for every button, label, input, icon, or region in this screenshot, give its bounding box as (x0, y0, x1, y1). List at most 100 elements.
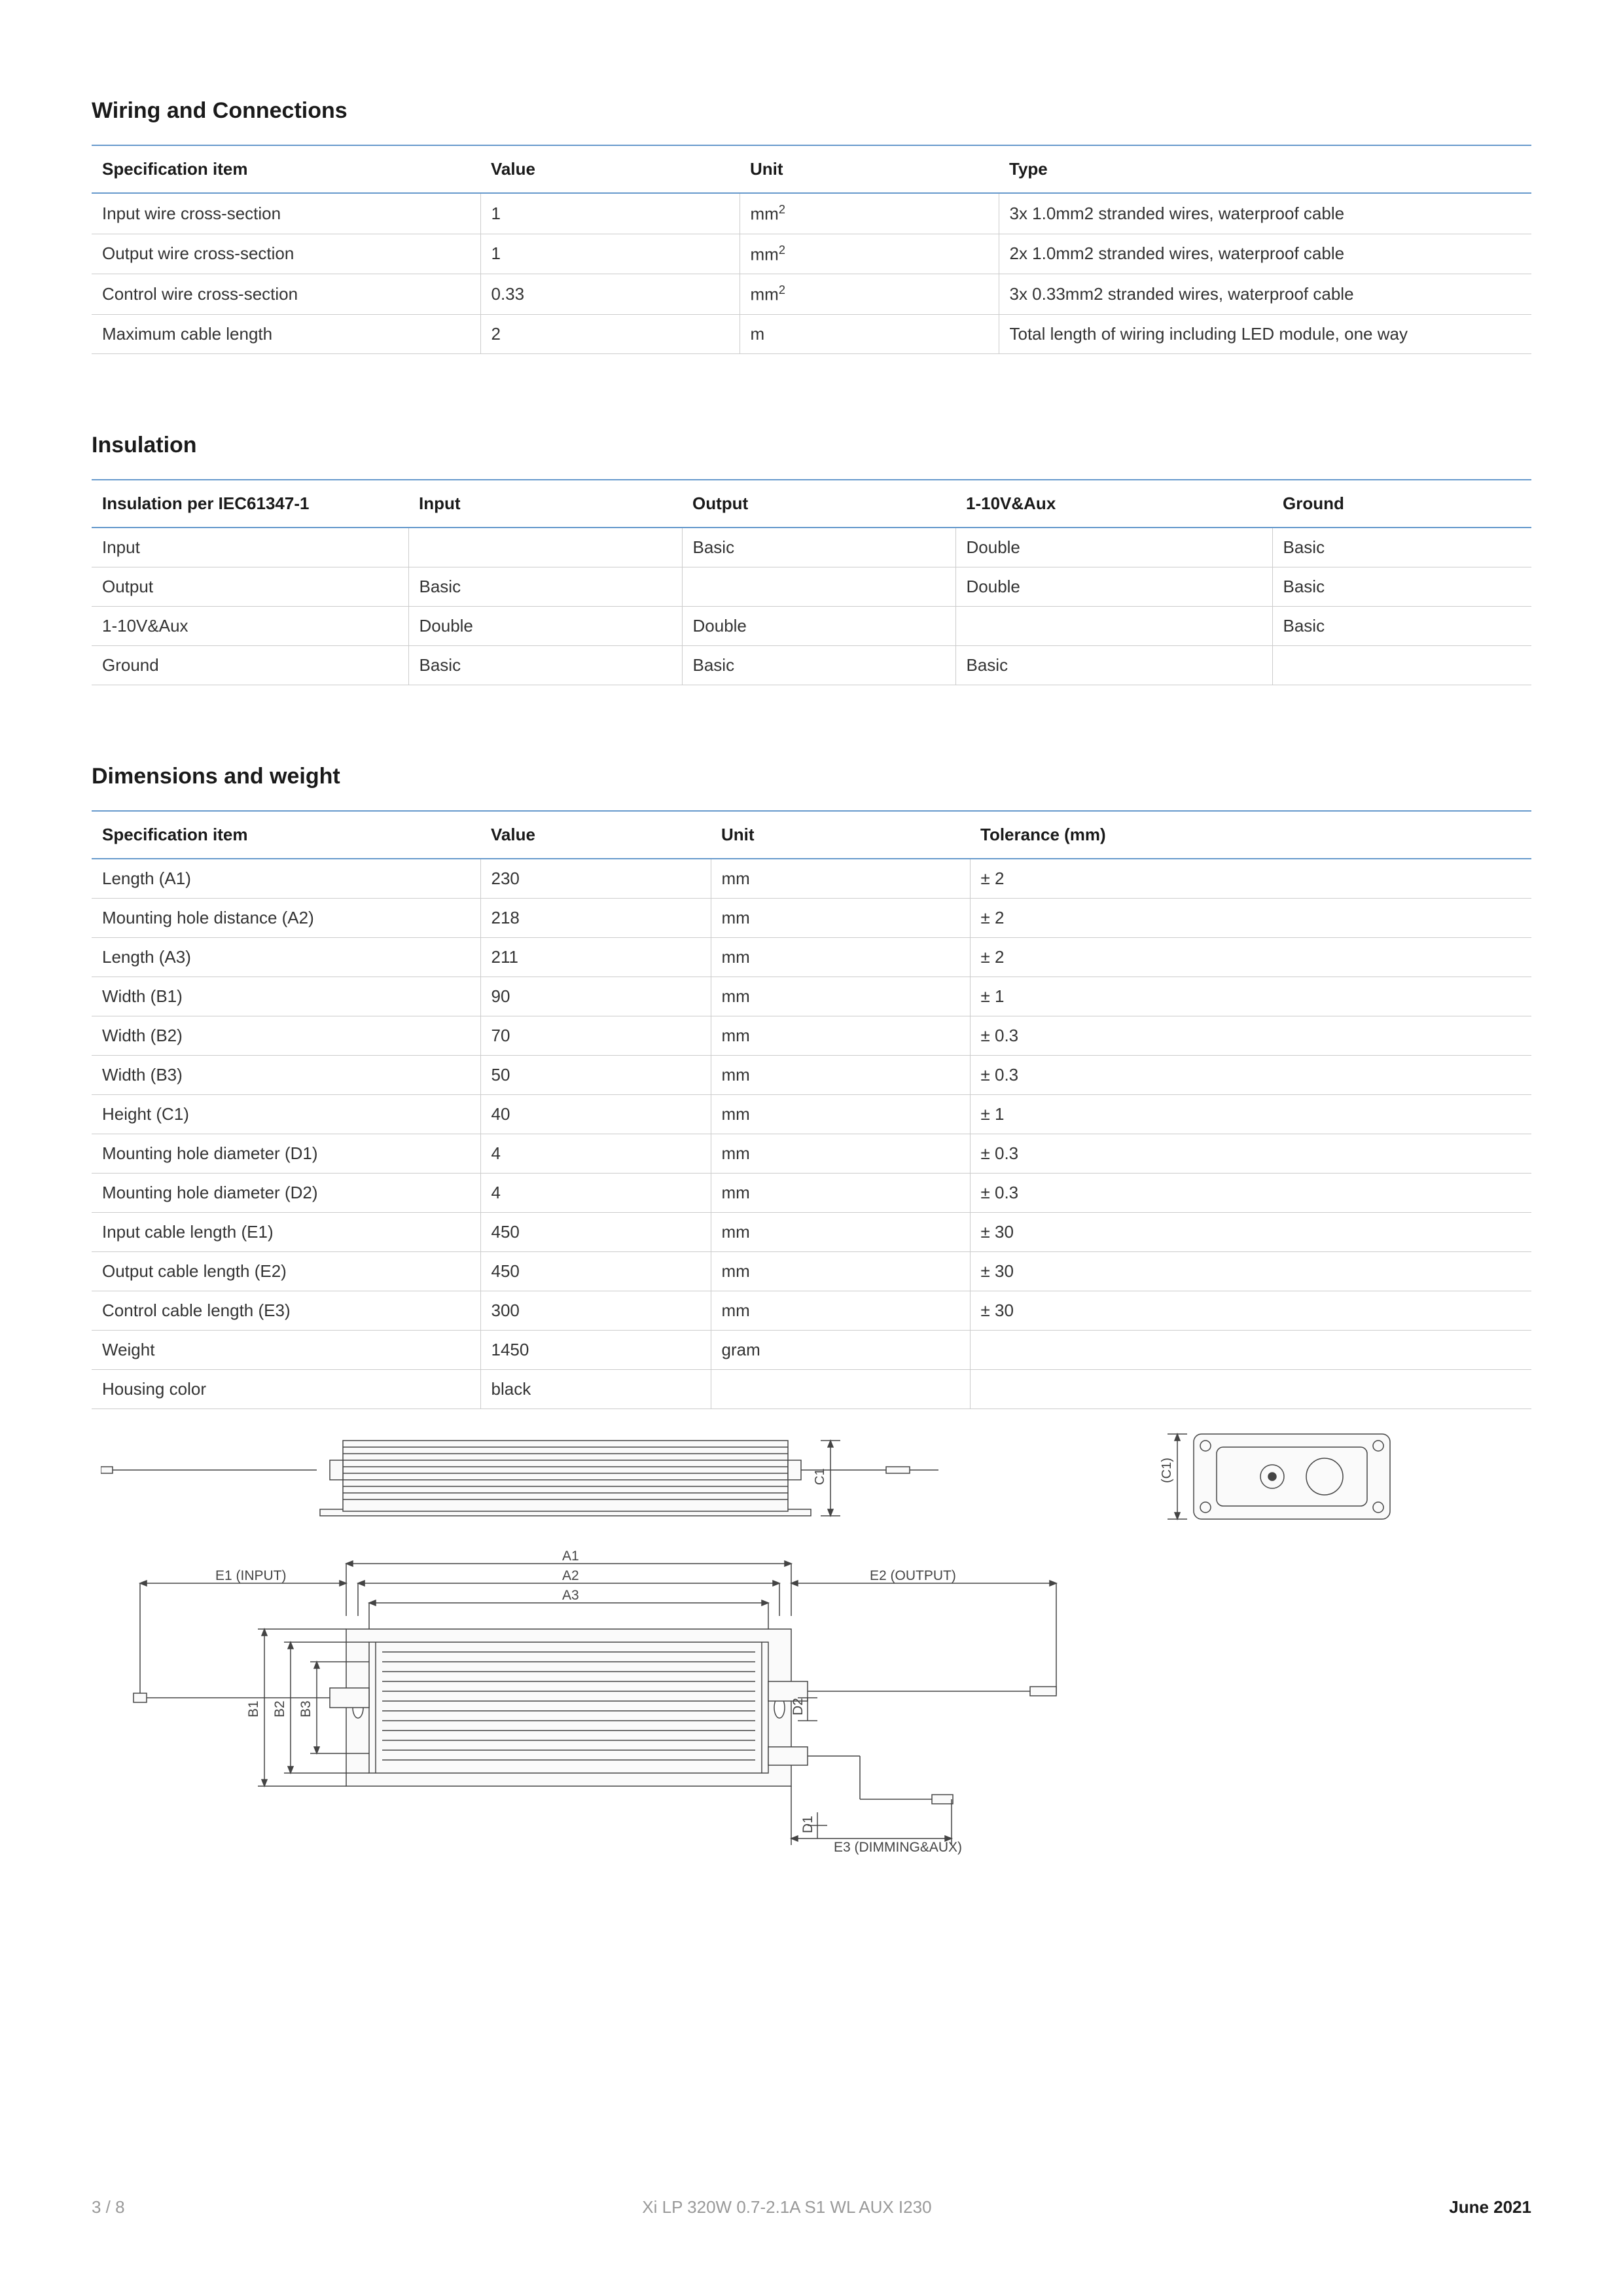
table-row: Control wire cross-section0.33mm23x 0.33… (92, 274, 1531, 315)
table-cell: 1-10V&Aux (92, 606, 408, 645)
table-cell: 1 (480, 193, 740, 234)
table-cell: Output (92, 567, 408, 606)
table-cell (1272, 645, 1531, 685)
table-cell: Basic (408, 567, 682, 606)
table-cell: Input (92, 528, 408, 567)
table-cell: Length (A1) (92, 859, 480, 899)
table-cell: Basic (682, 528, 955, 567)
table-cell: mm (711, 977, 970, 1016)
table-row: Housing colorblack (92, 1369, 1531, 1408)
table-row: GroundBasicBasicBasic (92, 645, 1531, 685)
diagrams: C1 (92, 1421, 1531, 1871)
table-cell: mm2 (740, 234, 999, 274)
table-cell: Double (955, 528, 1272, 567)
table-cell: Basic (955, 645, 1272, 685)
table-cell: gram (711, 1330, 970, 1369)
table-cell: ± 2 (970, 859, 1531, 899)
insulation-title: Insulation (92, 433, 1531, 458)
table-cell: mm2 (740, 274, 999, 315)
table-row: Control cable length (E3)300mm± 30 (92, 1291, 1531, 1330)
end-view-diagram: (C1) (1154, 1421, 1403, 1532)
table-row: OutputBasicDoubleBasic (92, 567, 1531, 606)
column-header: Tolerance (mm) (970, 811, 1531, 859)
column-header: Insulation per IEC61347-1 (92, 480, 408, 528)
table-cell: mm (711, 1291, 970, 1330)
table-row: Weight1450gram (92, 1330, 1531, 1369)
table-cell: Ground (92, 645, 408, 685)
table-cell: Width (B2) (92, 1016, 480, 1055)
table-cell: ± 2 (970, 898, 1531, 937)
table-cell: 3x 1.0mm2 stranded wires, waterproof cab… (999, 193, 1531, 234)
table-cell: 211 (480, 937, 711, 977)
table-cell: 450 (480, 1251, 711, 1291)
table-cell: 40 (480, 1094, 711, 1134)
table-row: Output wire cross-section1mm22x 1.0mm2 s… (92, 234, 1531, 274)
table-cell: Basic (1272, 606, 1531, 645)
column-header: 1-10V&Aux (955, 480, 1272, 528)
table-cell: 1450 (480, 1330, 711, 1369)
table-cell: Double (682, 606, 955, 645)
table-row: Mounting hole distance (A2)218mm± 2 (92, 898, 1531, 937)
table-cell (711, 1369, 970, 1408)
table-cell: ± 0.3 (970, 1055, 1531, 1094)
dimensions-title: Dimensions and weight (92, 764, 1531, 789)
table-row: Input wire cross-section1mm23x 1.0mm2 st… (92, 193, 1531, 234)
table-cell: mm (711, 859, 970, 899)
column-header: Specification item (92, 811, 480, 859)
table-cell: 2 (480, 314, 740, 353)
label-c1-end: (C1) (1160, 1458, 1174, 1483)
table-cell: Mounting hole diameter (D1) (92, 1134, 480, 1173)
table-cell: Housing color (92, 1369, 480, 1408)
wiring-section: Wiring and Connections Specification ite… (92, 98, 1531, 354)
table-cell: Control cable length (E3) (92, 1291, 480, 1330)
table-cell: m (740, 314, 999, 353)
label-e2: E2 (OUTPUT) (870, 1568, 956, 1583)
table-cell: ± 2 (970, 937, 1531, 977)
table-cell: Width (B1) (92, 977, 480, 1016)
footer-model: Xi LP 320W 0.7-2.1A S1 WL AUX I230 (642, 2197, 931, 2217)
table-row: Mounting hole diameter (D2)4mm± 0.3 (92, 1173, 1531, 1212)
table-cell: Height (C1) (92, 1094, 480, 1134)
column-header: Unit (740, 145, 999, 193)
table-row: Length (A3)211mm± 2 (92, 937, 1531, 977)
table-cell: mm (711, 1055, 970, 1094)
label-c1-side: C1 (813, 1468, 827, 1485)
table-cell: mm (711, 1212, 970, 1251)
table-cell: Maximum cable length (92, 314, 480, 353)
table-cell (682, 567, 955, 606)
table-cell: 230 (480, 859, 711, 899)
column-header: Ground (1272, 480, 1531, 528)
wiring-table: Specification itemValueUnitType Input wi… (92, 145, 1531, 354)
table-row: Height (C1)40mm± 1 (92, 1094, 1531, 1134)
label-b2: B2 (272, 1700, 287, 1717)
table-cell: 4 (480, 1134, 711, 1173)
table-cell: 1 (480, 234, 740, 274)
table-cell: Double (408, 606, 682, 645)
column-header: Specification item (92, 145, 480, 193)
table-cell: mm (711, 1251, 970, 1291)
column-header: Value (480, 145, 740, 193)
table-cell: Output wire cross-section (92, 234, 480, 274)
table-cell: ± 0.3 (970, 1134, 1531, 1173)
label-b3: B3 (298, 1700, 313, 1717)
table-cell: black (480, 1369, 711, 1408)
label-e1: E1 (INPUT) (215, 1568, 287, 1583)
dimensions-table: Specification itemValueUnitTolerance (mm… (92, 810, 1531, 1409)
table-cell: Control wire cross-section (92, 274, 480, 315)
table-cell: Total length of wiring including LED mod… (999, 314, 1531, 353)
table-cell: 70 (480, 1016, 711, 1055)
footer-date: June 2021 (1449, 2197, 1531, 2217)
top-view-diagram: A1 A2 A3 E1 (INPUT) E2 (OUTPUT) B1 B2 B3… (101, 1551, 1148, 1871)
table-row: Width (B2)70mm± 0.3 (92, 1016, 1531, 1055)
column-header: Value (480, 811, 711, 859)
table-cell (408, 528, 682, 567)
table-cell: Basic (408, 645, 682, 685)
table-cell (970, 1369, 1531, 1408)
table-cell: Weight (92, 1330, 480, 1369)
wiring-title: Wiring and Connections (92, 98, 1531, 124)
table-cell: mm (711, 1173, 970, 1212)
table-cell: Length (A3) (92, 937, 480, 977)
table-row: Input cable length (E1)450mm± 30 (92, 1212, 1531, 1251)
table-cell: 4 (480, 1173, 711, 1212)
column-header: Unit (711, 811, 970, 859)
